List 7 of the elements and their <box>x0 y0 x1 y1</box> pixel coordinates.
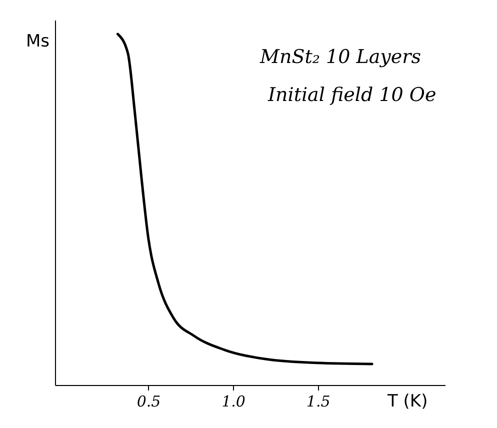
y-axis-title: Ms <box>26 32 50 52</box>
x-tick-label: 0.5 <box>136 392 161 410</box>
x-tick-label: 1.0 <box>222 392 246 410</box>
x-tick-label: 1.5 <box>306 392 330 410</box>
annotation: MnSt₂ 10 Layers <box>259 46 422 68</box>
x-axis-title: T (K) <box>386 392 428 412</box>
annotation: Initial field 10 Oe <box>267 84 436 106</box>
